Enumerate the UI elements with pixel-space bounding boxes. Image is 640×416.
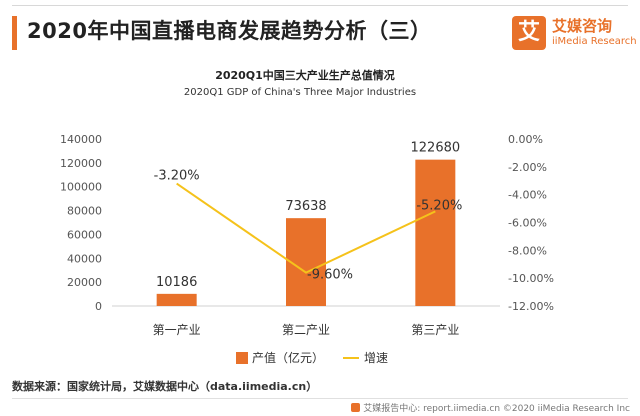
y-left-tick-label: 80000 — [67, 205, 102, 218]
line-value-label: -5.20% — [416, 198, 462, 213]
legend-bar-label: 产值（亿元） — [252, 350, 324, 365]
y-left-tick-label: 60000 — [67, 228, 102, 241]
growth-rate-line — [176, 182, 436, 274]
footer-divider — [12, 398, 628, 399]
data-source: 数据来源：国家统计局，艾媒数据中心（data.iimedia.cn） — [12, 380, 318, 393]
top-divider — [12, 5, 628, 6]
y-right-tick-label: -8.00% — [508, 244, 547, 257]
y-left-tick-label: 40000 — [67, 252, 102, 265]
y-right-tick-label: -12.00% — [508, 300, 554, 313]
brand-name-en: iiMedia Research — [552, 36, 637, 47]
bar — [415, 159, 456, 306]
bar-value-label: 73638 — [285, 199, 326, 214]
y-left-tick-label: 120000 — [60, 157, 102, 170]
line-value-label: -3.20% — [154, 169, 200, 184]
brand-logo-icon: 艾 — [512, 16, 546, 50]
y-left-tick-label: 0 — [95, 300, 102, 313]
brand-name-cn: 艾媒咨询 — [552, 17, 613, 35]
brand-small-icon — [351, 403, 361, 412]
page-title: 2020年中国直播电商发展趋势分析（三） — [27, 19, 432, 43]
x-tick-label: 第三产业 — [411, 323, 459, 337]
y-right-tick-label: 0.00% — [508, 133, 543, 146]
footer-text: 艾媒报告中心: report.iimedia.cn ©2020 iiMedia … — [363, 404, 630, 414]
y-left-tick-label: 20000 — [67, 276, 102, 289]
legend-bar-swatch — [236, 352, 248, 364]
y-left-tick-label: 100000 — [60, 181, 102, 194]
y-right-tick-label: -4.00% — [508, 189, 547, 202]
bar — [156, 293, 197, 306]
x-tick-label: 第一产业 — [153, 323, 201, 337]
legend-line-label: 增速 — [364, 351, 388, 365]
brand-logo: 艾 艾媒咨询 iiMedia Research — [512, 14, 637, 54]
y-right-tick-label: -10.00% — [508, 272, 554, 285]
bar-value-label: 122680 — [411, 141, 461, 156]
chart-title: 2020Q1中国三大产业生产总值情况 — [215, 68, 395, 82]
y-right-tick-label: -6.00% — [508, 217, 547, 230]
y-left-tick-label: 140000 — [60, 133, 102, 146]
bar-value-label: 10186 — [156, 275, 197, 290]
y-right-tick-label: -2.00% — [508, 161, 547, 174]
footer: 艾媒报告中心: report.iimedia.cn ©2020 iiMedia … — [351, 401, 630, 414]
chart-subtitle: 2020Q1 GDP of China's Three Major Indust… — [184, 87, 416, 98]
x-tick-label: 第二产业 — [282, 323, 330, 337]
line-value-label: -9.60% — [307, 268, 353, 283]
bar — [286, 218, 326, 306]
title-accent-bar — [12, 16, 17, 50]
